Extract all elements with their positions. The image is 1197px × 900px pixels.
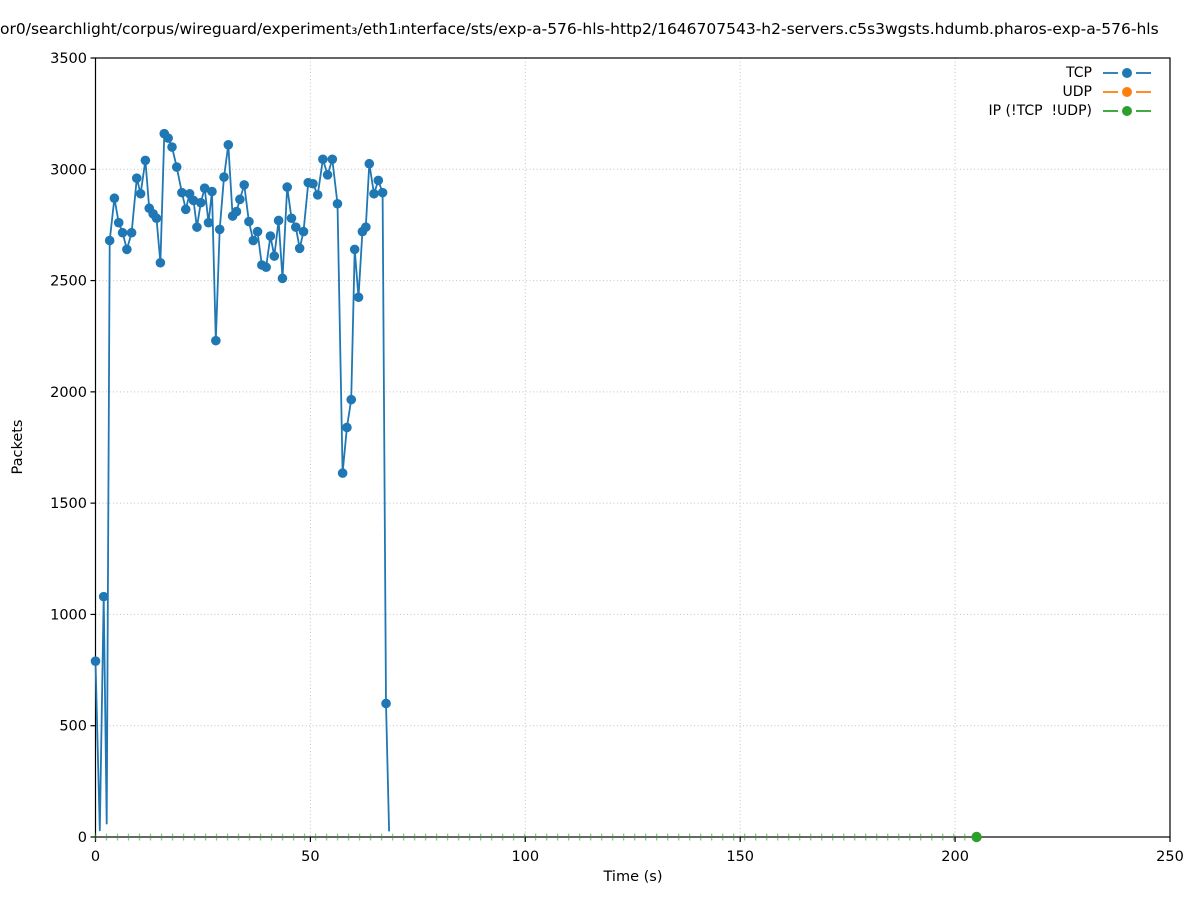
tcp-point-marker [364, 158, 375, 169]
tcp-point-marker [117, 227, 128, 238]
legend-line-sample-icon [1103, 86, 1151, 97]
tcp-point-marker [361, 222, 371, 232]
tcp-point-marker [211, 335, 221, 346]
tcp-point-marker [252, 226, 263, 237]
tcp-point-marker [337, 468, 348, 478]
x-tick-label: 0 [91, 849, 100, 865]
tcp-point-marker [171, 162, 182, 172]
tcp-point-marker [294, 243, 305, 254]
tcp-point-marker [273, 215, 284, 226]
tcp-point-marker [98, 591, 109, 602]
tcp-point-marker [327, 154, 338, 165]
tcp-point-marker [131, 173, 142, 183]
y-tick-label: 3000 [50, 162, 87, 178]
tcp-point-marker [290, 222, 301, 232]
tcp-point-marker [298, 226, 309, 237]
tcp-point-marker [322, 170, 333, 180]
tcp-point-marker [207, 186, 217, 197]
tcp-point-marker [140, 155, 151, 166]
tcp-point-marker [381, 698, 391, 709]
tcp-point-marker [177, 187, 187, 198]
tcp-point-marker [122, 244, 132, 255]
tcp-point-marker [151, 213, 162, 224]
tcp-point-marker [239, 180, 250, 190]
tcp-point-marker [214, 224, 225, 235]
tcp-point-marker [90, 656, 101, 666]
chart-title: or0/searchlight/corpus/wireguard/experim… [0, 20, 1159, 38]
tcp-point-marker [353, 292, 364, 303]
legend-item-ip-tcp-udp: IP (!TCP !UDP) [989, 101, 1153, 120]
y-tick-label: 3500 [50, 51, 87, 67]
tcp-point-marker [248, 235, 259, 246]
tcp-point-marker [199, 183, 210, 194]
x-tick-label: 200 [941, 849, 969, 865]
tcp-point-marker [265, 231, 276, 241]
tcp-point-marker [192, 222, 202, 232]
tcp-point-marker [203, 217, 214, 228]
tcp-point-marker [126, 227, 137, 238]
tcp-point-marker [282, 182, 292, 192]
tcp-point-marker [223, 140, 234, 150]
legend-line-sample-icon [1103, 105, 1151, 116]
axes-spines [94, 57, 1171, 838]
legend: TCP UDP IP (!TCP !UDP) [989, 63, 1153, 120]
legend-item-udp: UDP [989, 82, 1153, 101]
tcp-point-marker [104, 235, 115, 246]
tcp-point-marker [261, 262, 271, 273]
tcp-point-marker [286, 213, 297, 224]
tcp-point-marker [312, 190, 323, 200]
tcp-point-marker [135, 188, 146, 199]
tcp-point-marker [235, 194, 245, 205]
tcp-point-marker [109, 193, 120, 204]
tcp-line [94, 132, 390, 832]
tcp-point-marker [219, 172, 229, 182]
x-tick-label: 100 [511, 849, 539, 865]
tcp-point-marker [369, 188, 379, 199]
x-tick-label: 50 [301, 849, 319, 865]
legend-line-sample-icon [1103, 67, 1151, 78]
legend-label: UDP [1062, 83, 1092, 100]
tcp-point-marker [196, 197, 206, 208]
x-tick-label: 250 [1156, 849, 1184, 865]
tcp-point-marker [113, 217, 124, 228]
tcp-point-marker [332, 198, 343, 209]
tcp-point-marker [231, 206, 242, 217]
y-tick-label: 0 [78, 830, 87, 846]
tcp-point-marker [163, 133, 173, 143]
x-axis-label: Time (s) [603, 869, 663, 885]
tcp-point-marker [377, 187, 388, 198]
tcp-point-marker [155, 257, 166, 268]
tcp-point-marker [318, 154, 328, 165]
y-tick-label: 500 [59, 719, 87, 735]
y-tick-label: 1000 [50, 607, 87, 623]
tcp-point-marker [373, 175, 384, 186]
tcp-point-marker [167, 142, 177, 152]
tcp-point-marker [180, 204, 191, 215]
legend-item-tcp: TCP [989, 63, 1153, 82]
y-tick-label: 2500 [50, 274, 87, 290]
legend-label: TCP [1066, 64, 1092, 81]
tcp-point-marker [342, 422, 352, 433]
x-tick-label: 150 [726, 849, 754, 865]
tcp-point-marker [277, 273, 288, 284]
tcp-point-marker [346, 394, 357, 405]
legend-label: IP (!TCP !UDP) [988, 102, 1093, 119]
y-tick-label: 1500 [50, 496, 87, 512]
ip-final-marker [971, 831, 982, 843]
tcp-point-marker [349, 244, 360, 255]
tcp-point-marker [244, 216, 254, 227]
tcp-point-marker [269, 251, 280, 261]
tcp-point-marker [308, 178, 318, 189]
y-tick-label: 2000 [50, 385, 87, 401]
tcp-point-marker [188, 195, 199, 206]
